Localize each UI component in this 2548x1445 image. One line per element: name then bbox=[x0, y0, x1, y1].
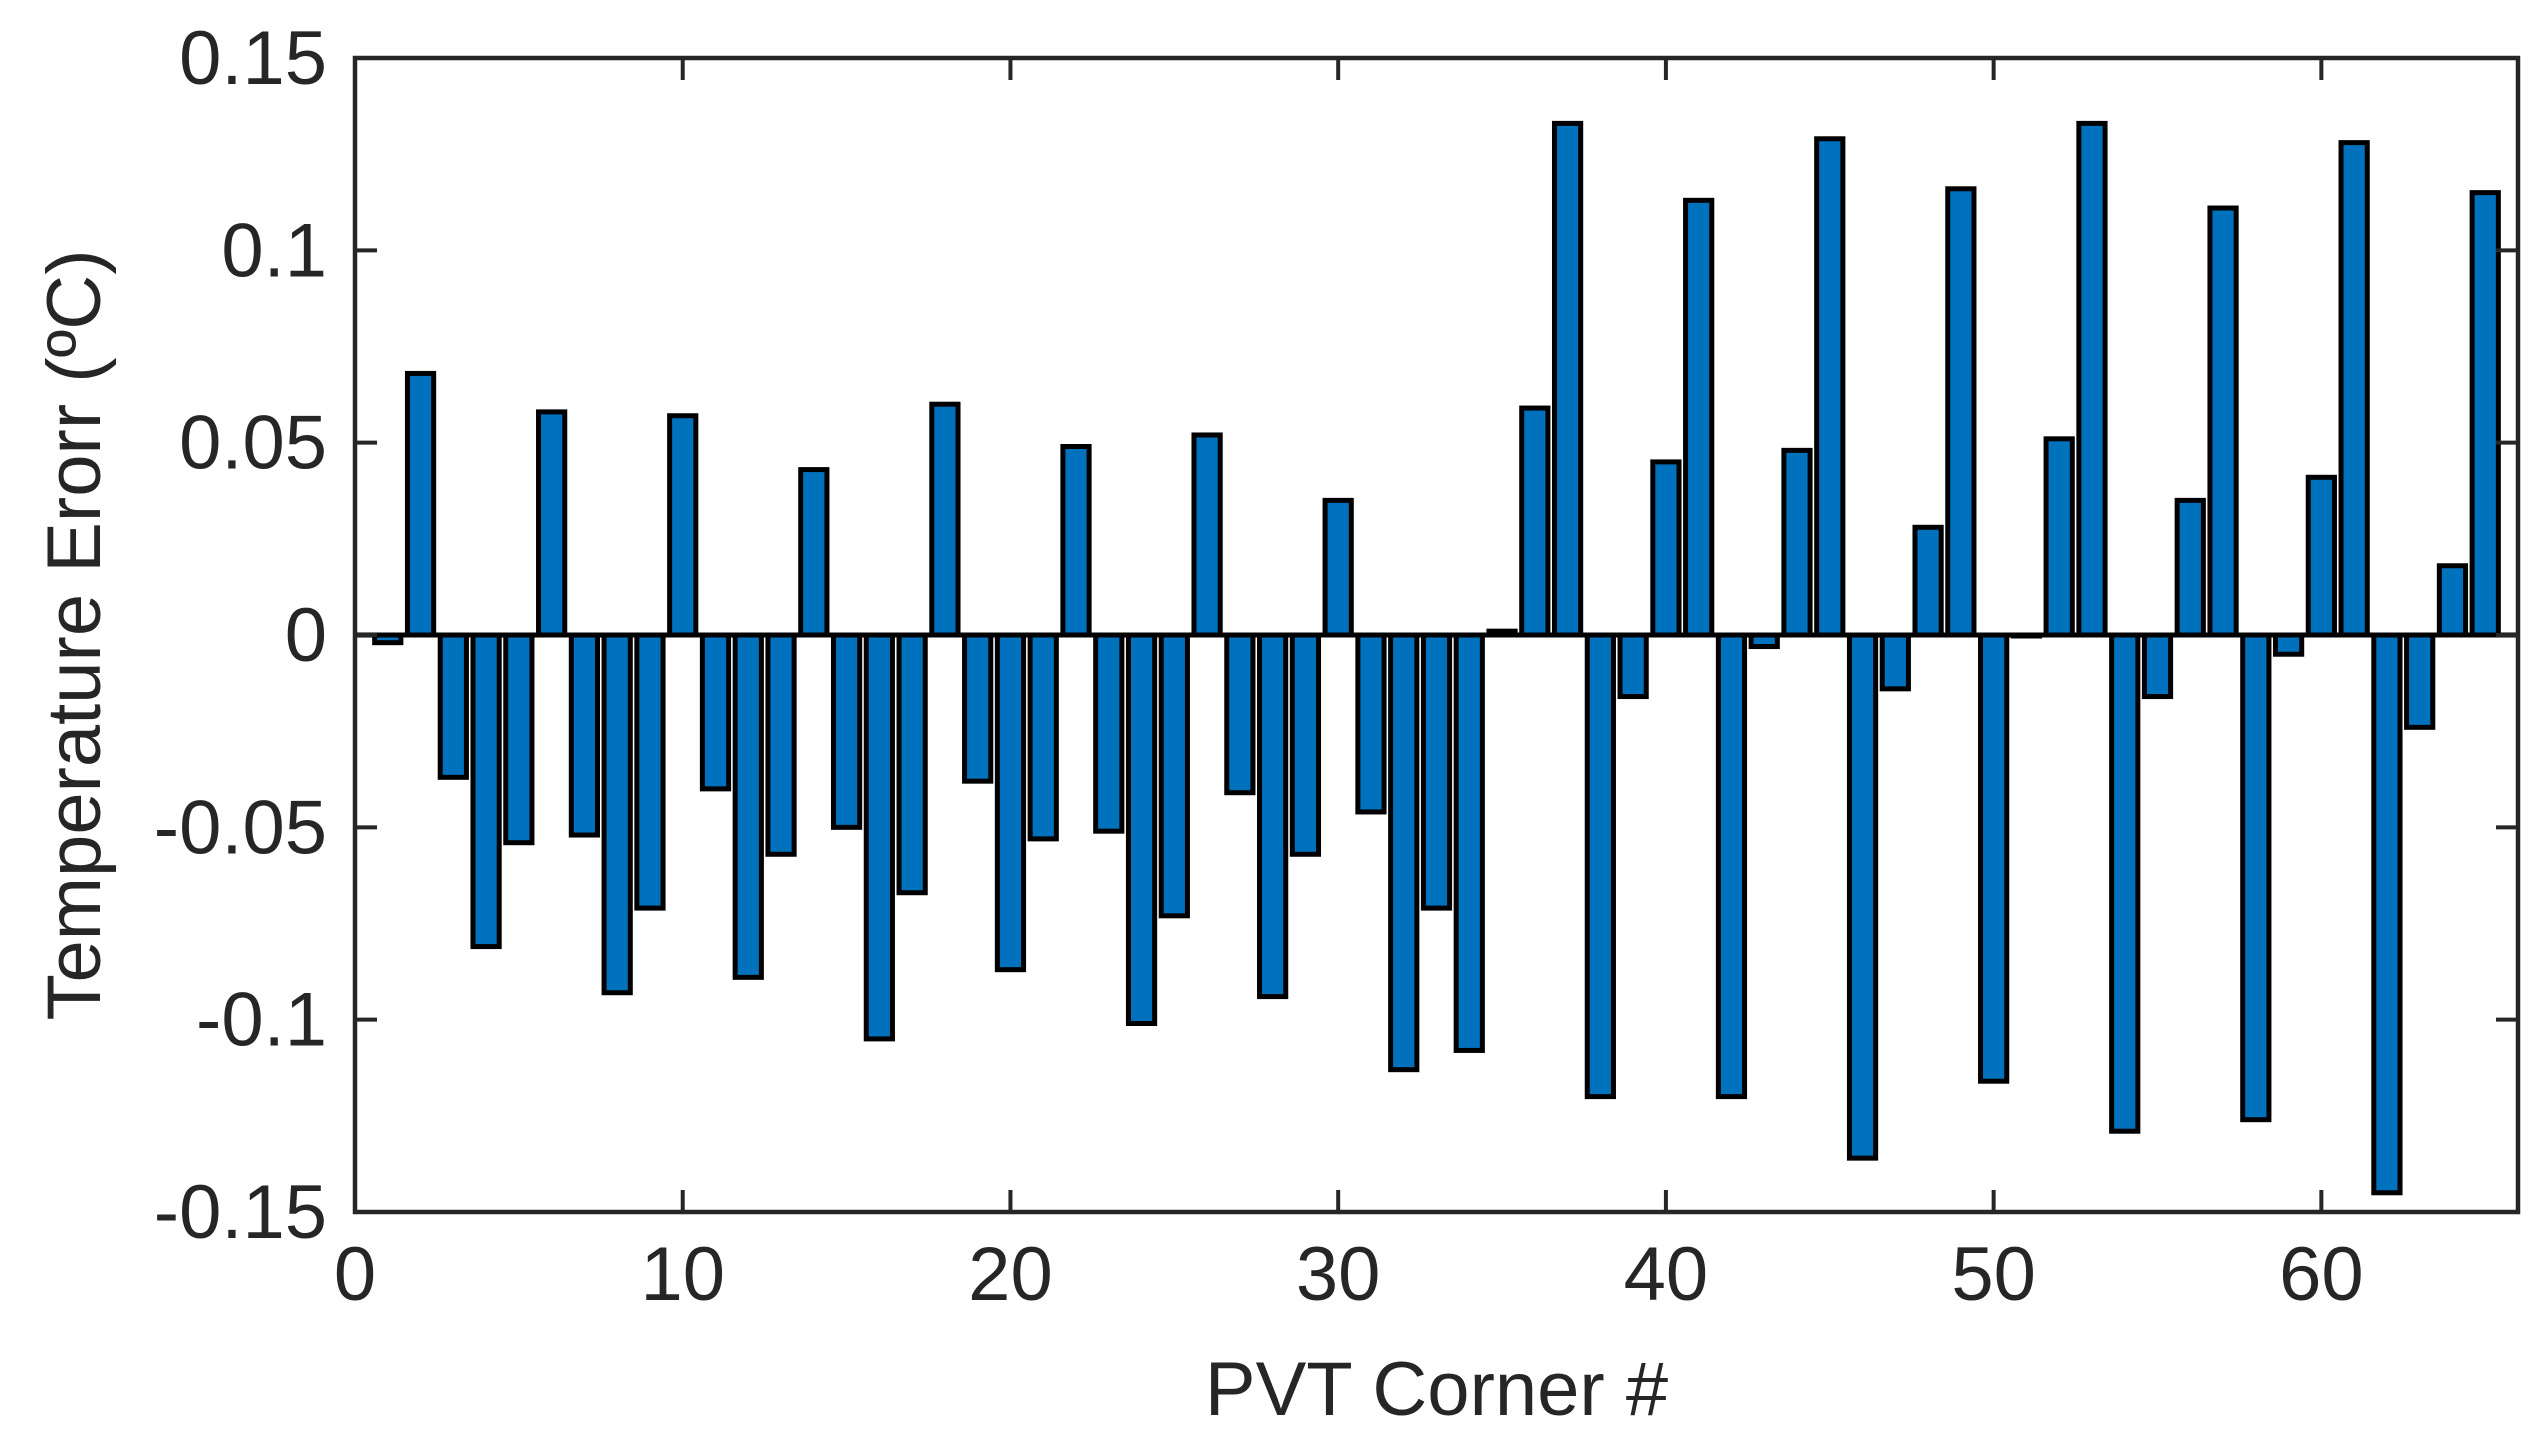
y-tick-label-2: 0.05 bbox=[179, 401, 327, 486]
bar-26 bbox=[1191, 432, 1223, 638]
labels-layer: 0 10 20 30 40 50 60 0.15 0.1 0.05 0 -0.05 -0.1 -0.15 bbox=[154, 16, 2364, 1317]
bar-8 bbox=[601, 632, 633, 996]
x-tick-label-40: 40 bbox=[1624, 1232, 1709, 1317]
bar-61 bbox=[2338, 140, 2370, 638]
bar-12 bbox=[732, 632, 764, 980]
bar-31 bbox=[1355, 632, 1387, 815]
bar-20 bbox=[994, 632, 1027, 973]
bar-33 bbox=[1420, 632, 1453, 911]
bar-29 bbox=[1289, 632, 1322, 857]
bar-36 bbox=[1519, 405, 1551, 638]
x-tick-label-30: 30 bbox=[1296, 1232, 1381, 1317]
bar-11 bbox=[699, 632, 732, 792]
bar-53 bbox=[2076, 120, 2108, 638]
bar-3 bbox=[437, 632, 469, 780]
bar-10 bbox=[667, 413, 699, 638]
x-tick-label-10: 10 bbox=[640, 1232, 725, 1317]
bar-15 bbox=[830, 632, 863, 830]
x-tick-label-60: 60 bbox=[2279, 1232, 2364, 1317]
bar-13 bbox=[765, 632, 797, 857]
bar-54 bbox=[2109, 632, 2141, 1134]
bar-18 bbox=[929, 401, 961, 638]
bar-59 bbox=[2272, 632, 2305, 657]
bar-52 bbox=[2043, 436, 2075, 638]
y-tick-label-5: -0.1 bbox=[196, 978, 327, 1063]
bar-19 bbox=[962, 632, 994, 784]
bar-39 bbox=[1617, 632, 1649, 700]
bar-25 bbox=[1158, 632, 1190, 919]
y-tick-label-3: 0 bbox=[285, 593, 327, 678]
bar-37 bbox=[1551, 120, 1584, 638]
bar-28 bbox=[1257, 632, 1289, 1000]
axes-layer bbox=[352, 55, 2521, 1215]
bar-41 bbox=[1683, 197, 1715, 638]
bar-57 bbox=[2207, 205, 2239, 638]
bar-62 bbox=[2371, 632, 2403, 1196]
bar-6 bbox=[536, 409, 568, 638]
bar-23 bbox=[1093, 632, 1125, 834]
bar-42 bbox=[1715, 632, 1748, 1100]
bar-44 bbox=[1781, 447, 1813, 638]
y-tick-label-6: -0.15 bbox=[154, 1170, 327, 1255]
bar-40 bbox=[1650, 459, 1682, 638]
bar-63 bbox=[2404, 632, 2436, 730]
bar-46 bbox=[1846, 632, 1879, 1161]
bar-27 bbox=[1224, 632, 1256, 796]
bar-38 bbox=[1584, 632, 1616, 1100]
bars-layer bbox=[372, 120, 2501, 1196]
x-tick-label-50: 50 bbox=[1951, 1232, 2036, 1317]
y-axis-title: Temperature Erorr (ºC) bbox=[32, 249, 117, 1020]
bar-24 bbox=[1125, 632, 1158, 1027]
bar-5 bbox=[503, 632, 535, 846]
bar-34 bbox=[1453, 632, 1485, 1053]
bar-17 bbox=[896, 632, 928, 896]
bar-50 bbox=[1978, 632, 2010, 1084]
bar-4 bbox=[470, 632, 502, 950]
bar-47 bbox=[1879, 632, 1911, 692]
bar-65 bbox=[2469, 190, 2501, 638]
bar-56 bbox=[2174, 497, 2206, 638]
bar-45 bbox=[1814, 136, 1846, 638]
bar-14 bbox=[798, 467, 830, 638]
bar-58 bbox=[2240, 632, 2272, 1123]
bar-22 bbox=[1060, 444, 1092, 638]
bar-2 bbox=[404, 370, 437, 638]
y-tick-label-0: 0.15 bbox=[179, 16, 327, 101]
bar-16 bbox=[863, 632, 895, 1042]
bar-64 bbox=[2436, 563, 2469, 638]
x-axis-title: PVT Corner # bbox=[1205, 1347, 1668, 1432]
y-tick-label-1: 0.1 bbox=[221, 208, 327, 293]
bar-30 bbox=[1322, 497, 1354, 638]
bar-55 bbox=[2141, 632, 2174, 700]
bar-48 bbox=[1912, 524, 1944, 638]
y-tick-label-4: -0.05 bbox=[154, 785, 327, 870]
bar-49 bbox=[1945, 186, 1977, 638]
x-tick-label-0: 0 bbox=[334, 1232, 376, 1317]
bar-21 bbox=[1027, 632, 1059, 842]
bar-60 bbox=[2305, 474, 2337, 638]
bar-7 bbox=[568, 632, 601, 838]
bar-32 bbox=[1388, 632, 1420, 1073]
x-tick-label-20: 20 bbox=[968, 1232, 1053, 1317]
bar-9 bbox=[634, 632, 666, 911]
